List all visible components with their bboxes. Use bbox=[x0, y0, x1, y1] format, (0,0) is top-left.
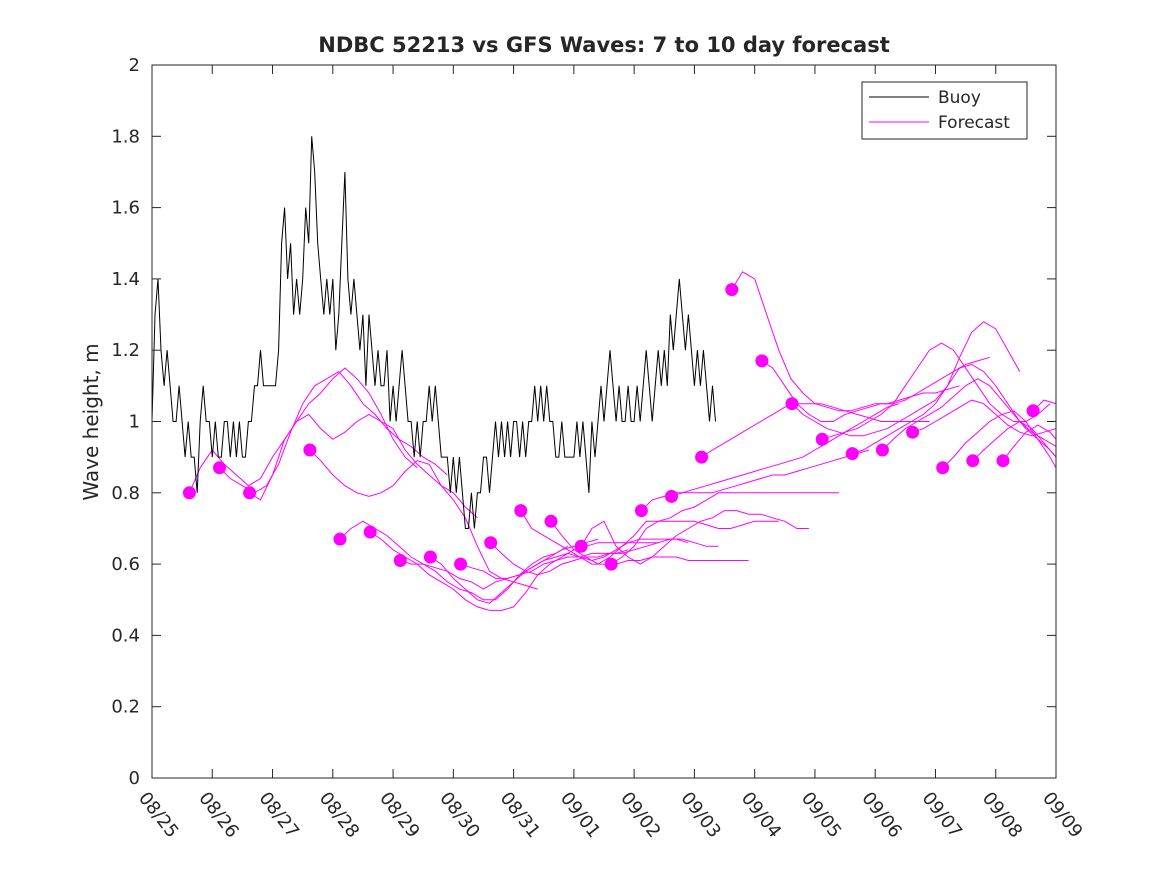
buoy-line bbox=[152, 136, 716, 529]
y-tick-label: 1 bbox=[129, 412, 140, 433]
legend-forecast-label: Forecast bbox=[938, 113, 1010, 133]
y-tick-label: 0.8 bbox=[111, 483, 140, 504]
forecast-marker-15 bbox=[634, 504, 648, 518]
forecast-marker-5 bbox=[333, 532, 347, 546]
forecast-marker-10 bbox=[484, 536, 498, 550]
forecast-marker-3 bbox=[243, 486, 257, 500]
forecast-line-21 bbox=[822, 342, 1051, 440]
forecast-line-13 bbox=[580, 510, 809, 565]
forecast-marker-11 bbox=[514, 504, 528, 518]
forecast-line-25 bbox=[942, 410, 1056, 469]
forecast-marker-16 bbox=[665, 489, 678, 503]
forecast-marker-22 bbox=[845, 447, 859, 461]
forecast-line-18 bbox=[731, 271, 960, 412]
forecast-marker-4 bbox=[303, 443, 317, 457]
legend-box bbox=[861, 81, 1028, 140]
forecast-marker-13 bbox=[574, 539, 588, 553]
forecast-line-4 bbox=[309, 449, 538, 590]
forecast-line-24 bbox=[912, 399, 1056, 437]
forecast-marker-7 bbox=[393, 554, 407, 567]
forecast-line-15 bbox=[641, 449, 870, 511]
series-layer bbox=[152, 136, 1056, 611]
forecast-marker-9 bbox=[454, 557, 468, 571]
forecast-marker-2 bbox=[213, 461, 226, 475]
forecast-line-9 bbox=[460, 538, 689, 579]
chart-title: NDBC 52213 vs GFS Waves: 7 to 10 day for… bbox=[318, 33, 889, 57]
forecast-line-20 bbox=[791, 321, 1021, 437]
forecast-marker-26 bbox=[966, 454, 980, 468]
legend-buoy-label: Buoy bbox=[938, 88, 981, 108]
y-tick-label: 0.4 bbox=[111, 625, 140, 646]
marker-layer bbox=[182, 283, 1040, 571]
forecast-line-10 bbox=[490, 538, 719, 576]
forecast-marker-23 bbox=[875, 443, 889, 457]
y-tick-label: 0.2 bbox=[111, 697, 140, 718]
forecast-line-26 bbox=[972, 420, 1056, 462]
forecast-line-2 bbox=[219, 370, 448, 494]
y-tick-label: 1.8 bbox=[111, 126, 140, 147]
forecast-marker-27 bbox=[996, 454, 1010, 468]
forecast-marker-19 bbox=[755, 354, 769, 368]
y-tick-label: 2 bbox=[129, 55, 140, 76]
forecast-marker-8 bbox=[423, 550, 437, 564]
forecast-line-3 bbox=[249, 413, 478, 519]
legend: Buoy Forecast bbox=[861, 81, 1028, 140]
forecast-line-5 bbox=[339, 520, 569, 601]
forecast-line-19 bbox=[761, 356, 990, 422]
forecast-line-23 bbox=[882, 378, 1056, 458]
forecast-marker-12 bbox=[544, 514, 558, 528]
forecast-marker-18 bbox=[725, 283, 739, 297]
forecast-marker-21 bbox=[815, 432, 829, 446]
forecast-line-27 bbox=[1002, 424, 1056, 462]
y-tick-label: 1.6 bbox=[111, 198, 140, 219]
forecast-marker-24 bbox=[906, 425, 920, 439]
y-axis-label: Wave height, m bbox=[79, 343, 103, 500]
forecast-line-6 bbox=[369, 531, 599, 611]
y-tick-label: 1.4 bbox=[111, 269, 140, 290]
forecast-marker-6 bbox=[363, 525, 377, 539]
forecast-line-1 bbox=[188, 367, 418, 493]
forecast-marker-1 bbox=[182, 486, 196, 500]
y-tick-label: 0 bbox=[129, 768, 140, 789]
forecast-marker-25 bbox=[936, 461, 950, 475]
forecast-line-14 bbox=[610, 492, 839, 565]
forecast-line-12 bbox=[550, 520, 779, 565]
forecast-marker-17 bbox=[695, 450, 709, 464]
forecast-marker-14 bbox=[604, 557, 618, 571]
forecast-line-16 bbox=[671, 403, 900, 497]
forecast-marker-20 bbox=[785, 397, 799, 411]
y-tick-label: 0.6 bbox=[111, 554, 140, 575]
y-tick-label: 1.2 bbox=[111, 340, 140, 361]
forecast-marker-28 bbox=[1026, 404, 1040, 418]
